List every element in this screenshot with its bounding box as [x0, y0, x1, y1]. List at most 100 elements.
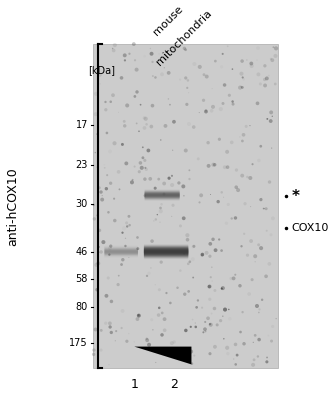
Point — [209, 86, 215, 92]
Point — [159, 71, 165, 78]
Point — [107, 245, 113, 251]
Point — [142, 115, 147, 121]
Point — [212, 162, 217, 168]
Point — [150, 327, 156, 333]
FancyBboxPatch shape — [104, 249, 138, 253]
Point — [207, 296, 212, 302]
Point — [116, 169, 121, 175]
Point — [242, 200, 248, 207]
Point — [182, 45, 187, 52]
Point — [204, 73, 209, 80]
Point — [166, 175, 172, 182]
Point — [189, 348, 194, 355]
Point — [146, 342, 152, 348]
Point — [142, 176, 147, 182]
Point — [98, 72, 103, 78]
Point — [148, 265, 153, 271]
Point — [231, 356, 236, 362]
Point — [93, 111, 98, 117]
Point — [183, 75, 189, 81]
Point — [146, 270, 152, 276]
Point — [219, 247, 224, 254]
Text: 30: 30 — [76, 199, 88, 209]
Point — [201, 329, 206, 336]
Point — [149, 238, 155, 244]
Point — [169, 182, 175, 188]
Point — [140, 144, 145, 150]
Point — [149, 123, 154, 130]
Point — [239, 70, 244, 77]
Point — [200, 251, 205, 258]
FancyBboxPatch shape — [144, 250, 188, 254]
Point — [245, 252, 250, 258]
Point — [224, 149, 230, 155]
FancyBboxPatch shape — [144, 197, 180, 201]
Point — [250, 362, 256, 368]
Point — [187, 167, 192, 174]
Point — [162, 316, 167, 322]
Point — [105, 172, 110, 178]
Point — [222, 164, 227, 170]
FancyBboxPatch shape — [144, 252, 188, 257]
Point — [134, 66, 139, 73]
Point — [135, 246, 140, 252]
Point — [135, 234, 140, 241]
Point — [108, 98, 114, 105]
FancyBboxPatch shape — [144, 254, 188, 258]
FancyBboxPatch shape — [104, 248, 138, 252]
Point — [219, 189, 224, 196]
Point — [239, 84, 244, 90]
Point — [241, 132, 246, 138]
Point — [116, 272, 122, 279]
Point — [219, 64, 224, 70]
Point — [142, 125, 147, 131]
Point — [264, 206, 269, 212]
Point — [241, 231, 247, 237]
Point — [153, 216, 158, 223]
FancyBboxPatch shape — [104, 250, 138, 254]
FancyBboxPatch shape — [144, 245, 188, 250]
Polygon shape — [134, 346, 192, 364]
Point — [131, 339, 137, 345]
Point — [107, 252, 112, 258]
Point — [158, 205, 163, 211]
Point — [224, 220, 229, 226]
Point — [264, 359, 270, 365]
Point — [269, 145, 274, 151]
Point — [225, 164, 230, 170]
Point — [103, 99, 108, 105]
Point — [106, 209, 111, 216]
Point — [270, 113, 275, 120]
Point — [162, 64, 167, 71]
Point — [144, 166, 149, 172]
Point — [98, 347, 104, 353]
Point — [123, 243, 128, 249]
Point — [153, 282, 158, 288]
Point — [197, 64, 203, 70]
Point — [264, 228, 269, 234]
Point — [222, 82, 227, 88]
Text: 1: 1 — [130, 378, 138, 391]
Point — [186, 260, 191, 267]
Point — [111, 47, 116, 54]
Point — [204, 250, 209, 256]
Point — [191, 124, 196, 130]
FancyBboxPatch shape — [104, 248, 138, 252]
Point — [214, 322, 220, 328]
Point — [163, 123, 168, 129]
Point — [240, 74, 245, 81]
Point — [102, 165, 107, 171]
Point — [264, 75, 270, 82]
Point — [120, 230, 125, 236]
Point — [240, 84, 245, 91]
FancyBboxPatch shape — [144, 194, 180, 198]
Point — [220, 51, 225, 57]
Text: [kDa]: [kDa] — [88, 65, 115, 75]
Point — [228, 275, 234, 282]
Point — [94, 262, 99, 268]
Point — [253, 258, 258, 265]
Point — [240, 309, 245, 315]
Point — [169, 340, 175, 346]
Point — [203, 108, 208, 115]
Point — [136, 312, 141, 319]
